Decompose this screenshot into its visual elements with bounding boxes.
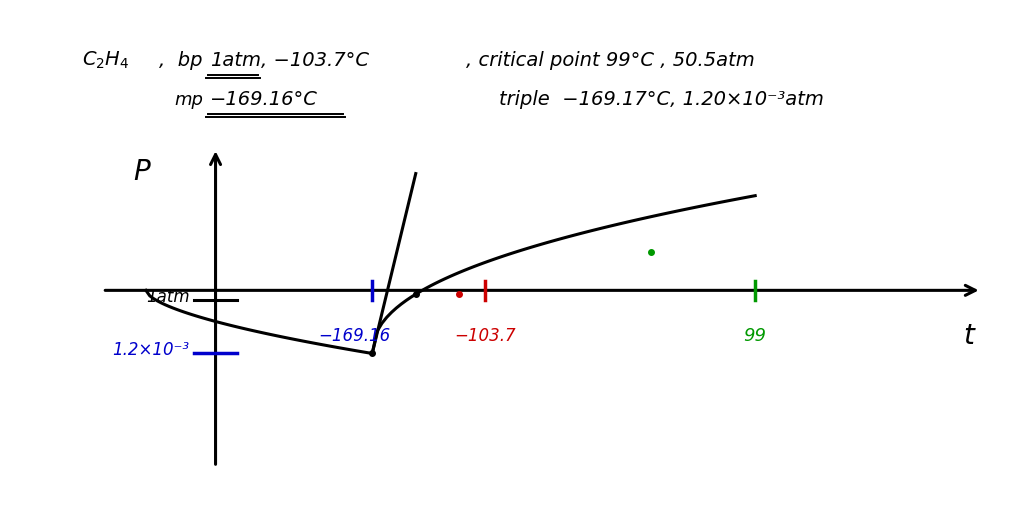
Text: , −103.7°C: , −103.7°C: [261, 50, 369, 70]
Text: −169.16°C: −169.16°C: [210, 90, 317, 109]
Text: 99: 99: [743, 327, 767, 345]
Text: −103.7: −103.7: [455, 327, 516, 345]
Text: mp: mp: [174, 91, 203, 109]
Text: t: t: [963, 322, 974, 350]
Text: $C_2H_4$: $C_2H_4$: [82, 50, 129, 71]
Text: ,  bp: , bp: [159, 50, 202, 70]
Text: 1atm: 1atm: [210, 50, 261, 70]
Text: triple  −169.17°C, 1.20×10⁻³atm: triple −169.17°C, 1.20×10⁻³atm: [499, 90, 823, 109]
Text: −169.16: −169.16: [318, 327, 391, 345]
Text: , critical point 99°C , 50.5atm: , critical point 99°C , 50.5atm: [466, 50, 755, 70]
Text: 1.2×10⁻³: 1.2×10⁻³: [113, 341, 189, 359]
Text: 1atm: 1atm: [145, 288, 189, 306]
Text: P: P: [133, 158, 150, 186]
